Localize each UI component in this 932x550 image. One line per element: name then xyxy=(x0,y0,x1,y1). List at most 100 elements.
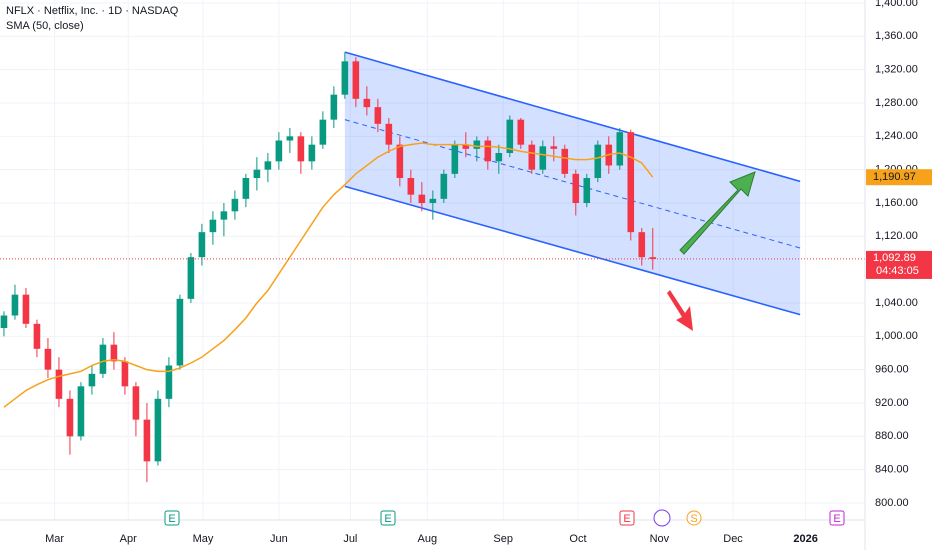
event-icon xyxy=(686,510,702,526)
candle-body xyxy=(99,344,107,374)
x-tick-label: Aug xyxy=(418,533,438,545)
channel-lower xyxy=(344,185,801,316)
y-tick-label: 1,000.00 xyxy=(875,330,918,342)
down-arrow xyxy=(667,290,693,331)
candle-body xyxy=(143,419,151,462)
candle-body xyxy=(165,365,173,399)
candle-body xyxy=(308,144,316,162)
y-tick-label: 1,320.00 xyxy=(875,64,918,76)
candle-body xyxy=(44,348,52,370)
candle-body xyxy=(220,211,228,220)
sma-value-label: 1,190.97 xyxy=(873,171,916,183)
candle-body xyxy=(132,386,140,420)
candle-body xyxy=(385,123,393,145)
candle-body xyxy=(11,294,19,316)
last-price-tag xyxy=(866,250,932,279)
event-label: E xyxy=(168,513,175,525)
candle-body xyxy=(440,173,448,199)
y-tick-label: 840.00 xyxy=(875,464,909,476)
candle-body xyxy=(539,146,547,170)
chart-title: NFLX · Netflix, Inc. · 1D · NASDAQ xyxy=(6,5,179,17)
x-tick-label: Apr xyxy=(120,533,137,545)
candle-body xyxy=(88,373,96,387)
candle-body xyxy=(627,132,635,233)
x-tick-label: Nov xyxy=(650,533,670,545)
countdown-label: 04:43:05 xyxy=(876,265,919,277)
sma-line xyxy=(3,142,654,408)
candle-body xyxy=(506,119,514,153)
x-tick-label: May xyxy=(193,533,214,545)
candle-body xyxy=(286,136,294,141)
event-label: E xyxy=(833,513,840,525)
candle-body xyxy=(484,140,492,162)
channel-upper xyxy=(344,51,801,183)
candle-body xyxy=(341,61,349,95)
y-tick-label: 1,240.00 xyxy=(875,130,918,142)
candle-body xyxy=(0,315,8,328)
x-tick-label: Dec xyxy=(723,533,743,545)
event-icon xyxy=(653,509,671,527)
y-tick-label: 880.00 xyxy=(875,430,909,442)
x-tick-label: Oct xyxy=(569,533,586,545)
y-tick-label: 1,360.00 xyxy=(875,30,918,42)
candle-body xyxy=(154,398,162,462)
candle-body xyxy=(638,232,646,258)
up-arrow xyxy=(679,171,756,255)
event-label: S xyxy=(690,513,697,525)
y-tick-label: 1,040.00 xyxy=(875,297,918,309)
event-icon xyxy=(380,510,396,526)
candle-body xyxy=(242,178,250,199)
candle-body xyxy=(198,232,206,258)
x-tick-label: Sep xyxy=(493,533,513,545)
y-tick-label: 1,400.00 xyxy=(875,0,918,9)
x-tick-label: Jul xyxy=(343,533,357,545)
candle-body xyxy=(55,369,63,399)
candle-body xyxy=(187,257,195,299)
x-tick-label: Mar xyxy=(45,533,64,545)
y-tick-label: 1,120.00 xyxy=(875,230,918,242)
candle-body xyxy=(451,144,459,174)
candle-body xyxy=(418,194,426,203)
candle-body xyxy=(407,178,415,195)
candle-body xyxy=(649,257,657,259)
event-icon xyxy=(619,510,635,526)
candle-body xyxy=(572,173,580,203)
candle-body xyxy=(253,169,261,178)
candle-body xyxy=(77,386,85,437)
event-icon xyxy=(829,510,845,526)
event-label: E xyxy=(384,513,391,525)
candle-body xyxy=(22,294,30,324)
candle-body xyxy=(297,136,305,162)
y-tick-label: 800.00 xyxy=(875,497,909,509)
candle-body xyxy=(495,153,503,162)
event-label: E xyxy=(623,513,630,525)
candle-body xyxy=(517,119,525,145)
candle-body xyxy=(33,323,41,349)
candle-body xyxy=(231,198,239,212)
x-tick-label: 2026 xyxy=(793,533,817,545)
candle-body xyxy=(462,144,470,149)
candle-body xyxy=(110,344,118,362)
candle-body xyxy=(176,298,184,366)
candle-body xyxy=(275,140,283,162)
x-tick-label: Jun xyxy=(270,533,288,545)
sma-tag xyxy=(866,169,932,186)
candle-body xyxy=(550,146,558,149)
candle-body xyxy=(121,361,129,387)
candle-body xyxy=(583,178,591,203)
candle-body xyxy=(330,94,338,120)
candle-body xyxy=(66,398,74,437)
candle-body xyxy=(374,107,382,124)
y-tick-label: 920.00 xyxy=(875,397,909,409)
candle-body xyxy=(319,119,327,145)
candle-body xyxy=(396,144,404,178)
candle-body xyxy=(264,161,272,170)
candle-body xyxy=(429,198,437,203)
y-tick-label: 1,160.00 xyxy=(875,197,918,209)
event-icon xyxy=(164,510,180,526)
y-tick-label: 1,280.00 xyxy=(875,97,918,109)
candle-body xyxy=(209,219,217,233)
candle-body xyxy=(352,61,360,99)
candle-body xyxy=(528,144,536,170)
